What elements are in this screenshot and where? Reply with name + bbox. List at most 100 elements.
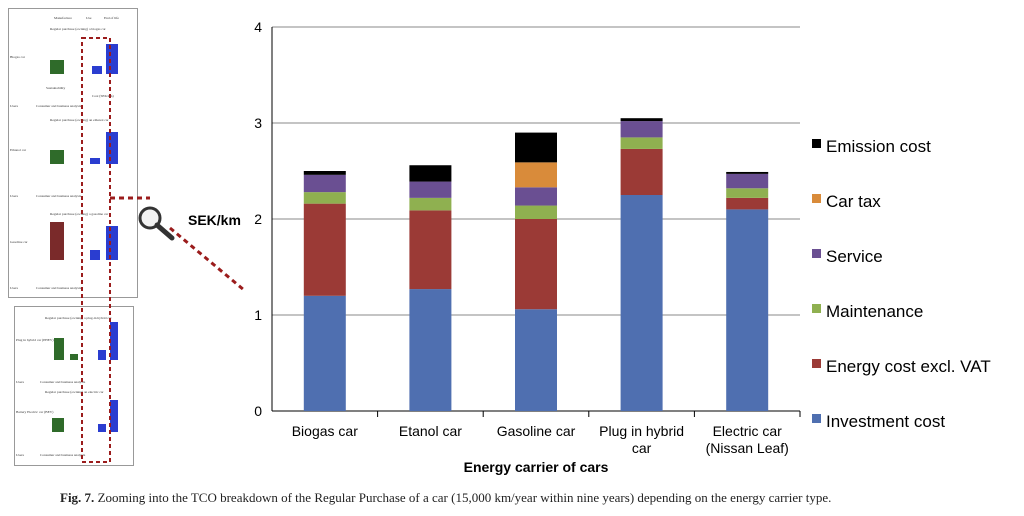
plot-area: 0 1 2 3 4 Biogas car Etanol car Gasoline car Plu… (254, 19, 801, 456)
bar-segment (409, 289, 452, 411)
thumbnail-row-title-phev: Regular purchase (owning) a plug-in hybr… (45, 316, 112, 320)
thumbnail-users-3: Users (10, 286, 18, 290)
thumbnail-bar (90, 158, 100, 164)
legend-swatch (812, 359, 821, 368)
thumbnail-row-label-biogas: Biogas car (10, 55, 25, 59)
y-tick-label: 2 (254, 211, 262, 227)
thumbnail-bar (50, 60, 64, 74)
y-tick-label: 1 (254, 307, 262, 323)
thumbnail-users-text-4: Consumer and business analysis (40, 380, 86, 384)
thumbnail-bar (110, 322, 118, 360)
thumbnail-row-title-ethanol: Regular purchase (owning) an ethanol car (50, 118, 109, 122)
bar-segment (515, 187, 557, 206)
thumbnail-legend-eol: End of life (104, 16, 119, 20)
thumbnail-row-label-gasoline: Gasoline car (10, 240, 28, 244)
zoom-connector-line-diagonal (169, 226, 245, 292)
bar-segment (726, 209, 769, 411)
bar-segment (515, 132, 557, 163)
thumbnail-cost-label: Cost (SEK/km) (92, 94, 114, 98)
thumbnail-bar (54, 338, 64, 360)
y-tick-label: 3 (254, 115, 262, 131)
thumbnail-bar (52, 418, 64, 432)
bar-segment (620, 148, 663, 195)
bar-segment (409, 197, 452, 211)
legend-label: Service (826, 247, 883, 266)
bar-segment (303, 174, 346, 193)
caption-label: Fig. 7. (60, 490, 95, 505)
legend-swatch (812, 249, 821, 258)
bar-segment (303, 295, 346, 411)
thumbnail-row-label-phev: Plug in hybrid car (PHEV) (16, 338, 54, 342)
bar-segment (409, 165, 452, 182)
legend-label: Investment cost (826, 412, 945, 431)
thumbnail-bar (92, 66, 102, 74)
thumbnail-sustainability-label: Sustainability (46, 86, 66, 90)
y-tick-label: 4 (254, 19, 262, 35)
bar-segment (726, 197, 769, 210)
y-tick-label: 0 (254, 403, 262, 419)
magnifier-icon (138, 206, 175, 241)
thumbnail-row-label-bev: Battery Electric car (BEV) (16, 410, 54, 414)
bar-segment (726, 188, 769, 198)
bar-segment (303, 203, 346, 296)
x-tick-label: Etanol car (399, 423, 462, 439)
bar-segment (515, 309, 557, 411)
legend-swatch (812, 304, 821, 313)
thumbnail-bar (110, 400, 118, 432)
thumbnail-row-title-bev: Regular purchase (owning) an electric ca… (45, 390, 104, 394)
thumbnail-bar (50, 150, 64, 164)
thumbnail-bar (50, 222, 64, 260)
zoom-highlight-box (81, 37, 111, 463)
thumbnail-bar (106, 226, 118, 260)
bar-segment (726, 173, 769, 189)
bar-segment (515, 205, 557, 219)
thumbnail-bar (90, 250, 100, 260)
x-tick-label: (Nissan Leaf) (706, 440, 789, 456)
x-tick-label: Plug in hybrid (599, 423, 684, 439)
x-tick-label: Biogas car (292, 423, 358, 439)
thumbnail-users-text-3: Consumer and business analysis (36, 286, 82, 290)
legend-label: Maintenance (826, 302, 923, 321)
bar-segment (515, 219, 557, 310)
thumbnail-users-text-2: Consumer and business analysis (36, 194, 82, 198)
thumbnail-users-2: Users (10, 194, 18, 198)
bar-segment (515, 162, 557, 188)
thumbnail-bar (98, 424, 106, 432)
bar-segment (303, 171, 346, 175)
legend-swatch (812, 414, 821, 423)
thumbnail-row-title-gasoline: Regular purchase (owning) a gasoline car (50, 212, 109, 216)
bar-segment (620, 121, 663, 138)
legend-label: Energy cost excl. VAT (826, 357, 991, 376)
thumbnail-legend-use: Use (86, 16, 92, 20)
legend-label: Car tax (826, 192, 881, 211)
thumbnail-legend-manufacture: Manufacture (54, 16, 72, 20)
bar-segment (620, 195, 663, 411)
x-axis-title: Energy carrier of cars (464, 459, 609, 475)
chart-legend: Emission cost Car tax Service Maintenance En… (812, 137, 991, 431)
bar-segment (726, 171, 769, 174)
thumbnail-users-5: Users (16, 453, 24, 457)
legend-swatch (812, 194, 821, 203)
thumbnail-mini-bars (50, 44, 118, 432)
thumbnail-users-text-5: Consumer and business analysis (40, 453, 86, 457)
thumbnail-bar (98, 350, 106, 360)
y-axis-title: SEK/km (188, 212, 241, 228)
bar-segment (409, 181, 452, 198)
thumbnail-users-text-1: Consumer and business analysis (36, 104, 82, 108)
thumbnail-row-label-ethanol: Ethanol car (10, 148, 27, 152)
x-tick-label: Electric car (713, 423, 783, 439)
caption-text: Zooming into the TCO breakdown of the Re… (94, 490, 832, 505)
thumbnail-bar (106, 44, 118, 74)
x-tick-label: car (632, 440, 652, 456)
thumbnail-users-4: Users (16, 380, 24, 384)
bar-segment (620, 118, 663, 122)
bar-segment (409, 210, 452, 290)
legend-label: Emission cost (826, 137, 931, 156)
figure-caption: Fig. 7. Zooming into the TCO breakdown o… (60, 490, 1010, 506)
bar-segment (620, 137, 663, 149)
thumbnail-users-1: Users (10, 104, 18, 108)
thumbnail-bar (70, 354, 78, 360)
thumbnail-bar (106, 132, 118, 164)
bar-segment (303, 192, 346, 204)
